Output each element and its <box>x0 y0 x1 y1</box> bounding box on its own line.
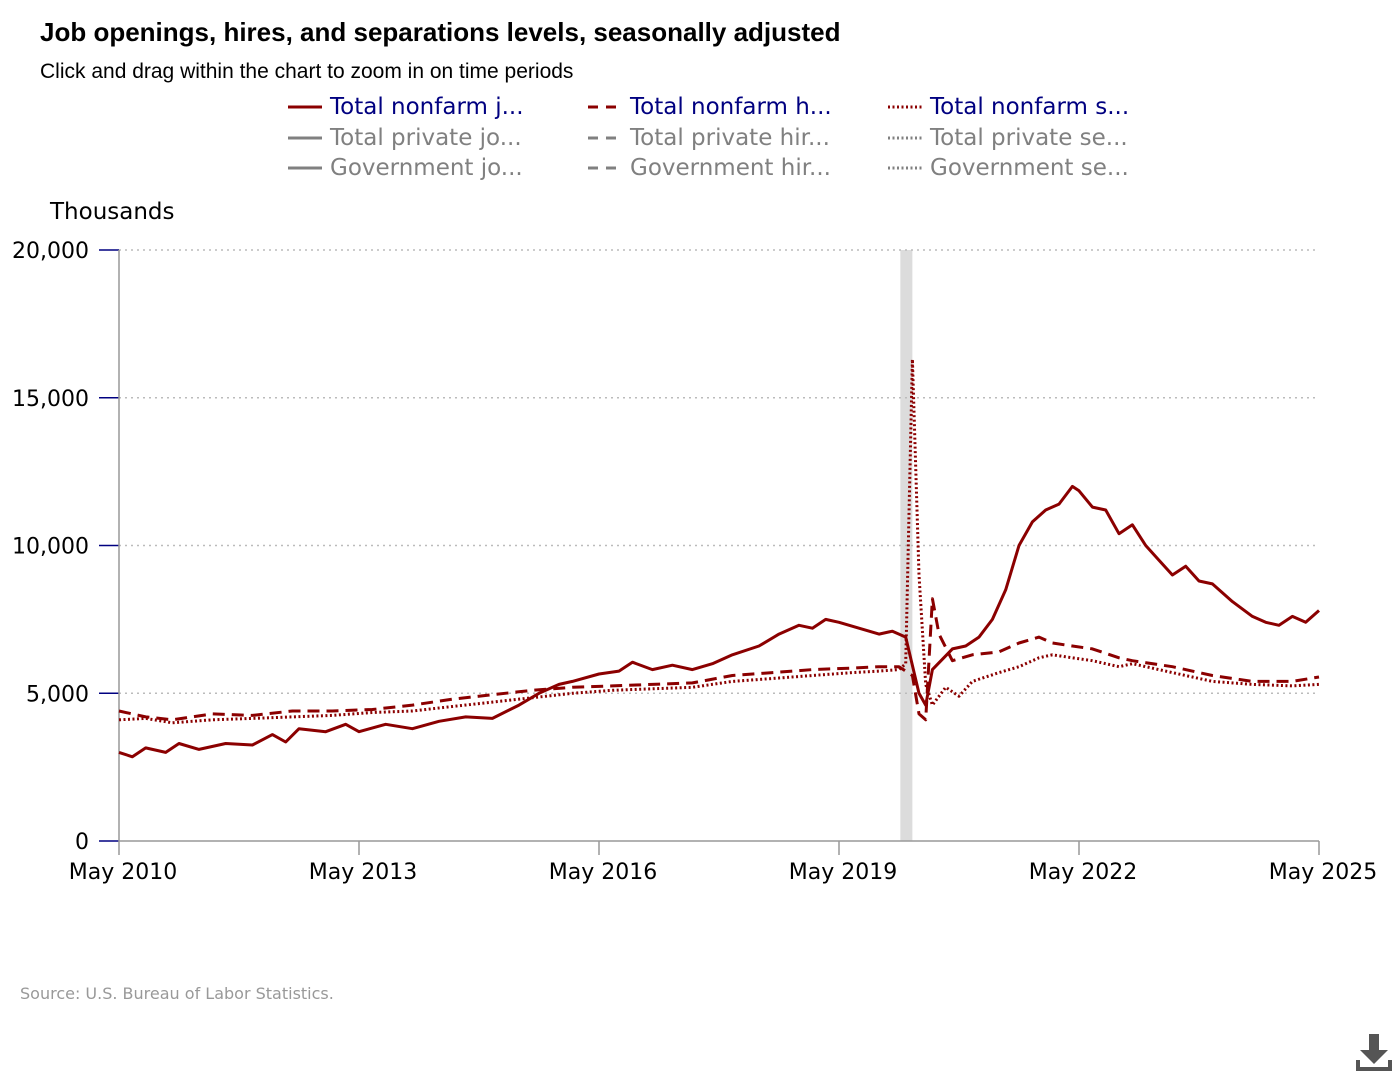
legend-item-total-nonfarm-job-openings[interactable]: Total nonfarm j... <box>288 92 524 122</box>
legend-item-government-separations[interactable]: Government se... <box>888 153 1129 183</box>
chart-subtitle: Click and drag within the chart to zoom … <box>40 60 574 83</box>
y-tick-label: 0 <box>75 830 89 855</box>
series-line-total-nonfarm-hires <box>118 597 1320 722</box>
legend: Total nonfarm j... Total nonfarm h... To… <box>288 92 1188 188</box>
legend-label: Total nonfarm h... <box>630 94 832 120</box>
legend-item-government-job-openings[interactable]: Government jo... <box>288 153 523 183</box>
series-line-total-nonfarm-job-openings <box>118 484 1320 759</box>
legend-label: Total private se... <box>930 125 1128 151</box>
dashed-line-icon <box>588 136 622 140</box>
legend-item-total-nonfarm-separations[interactable]: Total nonfarm s... <box>888 92 1129 122</box>
legend-item-total-nonfarm-hires[interactable]: Total nonfarm h... <box>588 92 832 122</box>
legend-item-total-private-hires[interactable]: Total private hir... <box>588 123 830 153</box>
legend-label: Government se... <box>930 155 1129 181</box>
y-tick-label: 20,000 <box>12 239 89 264</box>
legend-label: Total nonfarm s... <box>930 94 1130 120</box>
y-axis-label: Thousands <box>49 199 175 225</box>
solid-line-icon <box>288 166 322 170</box>
x-tick-label: May 2010 <box>69 860 177 885</box>
x-tick-label: May 2022 <box>1029 860 1137 885</box>
source-note: Source: U.S. Bureau of Labor Statistics. <box>20 984 334 1003</box>
series-line-total-nonfarm-separations <box>118 357 1320 725</box>
legend-item-government-hires[interactable]: Government hir... <box>588 153 831 183</box>
chart-plot-area[interactable]: 0 5,000 10,000 15,000 20,000 May 2010 May 2013… <box>0 190 1400 910</box>
legend-label: Total private jo... <box>330 125 522 151</box>
x-tick-label: May 2025 <box>1269 860 1377 885</box>
dotted-line-icon <box>888 136 922 140</box>
legend-label: Government hir... <box>630 155 831 181</box>
legend-item-total-private-separations[interactable]: Total private se... <box>888 123 1128 153</box>
download-icon[interactable] <box>1352 1030 1396 1074</box>
y-tick-label: 5,000 <box>26 682 89 707</box>
dashed-line-icon <box>588 166 622 170</box>
dashed-line-icon <box>588 105 622 109</box>
dotted-line-icon <box>888 105 922 109</box>
x-tick-label: May 2019 <box>789 860 897 885</box>
chart-title: Job openings, hires, and separations lev… <box>40 17 841 47</box>
solid-line-icon <box>288 105 322 109</box>
x-tick-label: May 2016 <box>549 860 657 885</box>
y-tick-label: 10,000 <box>12 535 89 560</box>
solid-line-icon <box>288 136 322 140</box>
y-tick-label: 15,000 <box>12 387 89 412</box>
legend-label: Total nonfarm j... <box>330 94 524 120</box>
legend-label: Total private hir... <box>630 125 830 151</box>
legend-item-total-private-job-openings[interactable]: Total private jo... <box>288 123 522 153</box>
x-tick-label: May 2013 <box>309 860 417 885</box>
legend-label: Government jo... <box>330 155 523 181</box>
dotted-line-icon <box>888 166 922 170</box>
